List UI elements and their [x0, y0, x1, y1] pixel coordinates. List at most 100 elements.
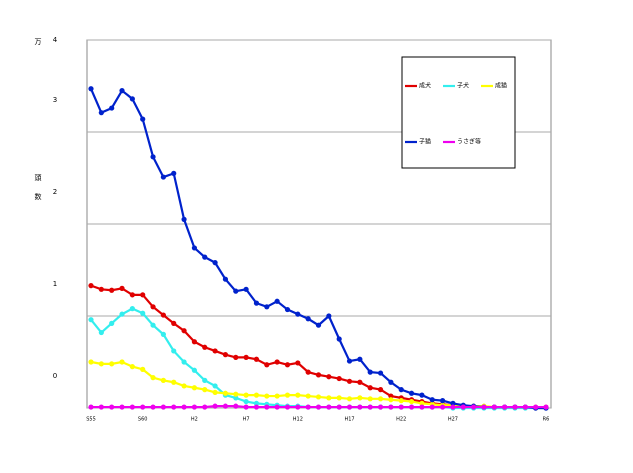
- data-point: [274, 393, 280, 399]
- data-point: [129, 404, 135, 410]
- data-point: [212, 383, 218, 389]
- data-point: [388, 397, 394, 403]
- data-point: [305, 393, 311, 399]
- data-point: [336, 404, 342, 410]
- data-point: [419, 400, 425, 406]
- data-point: [88, 404, 94, 410]
- data-point: [171, 170, 177, 176]
- data-point: [398, 398, 404, 404]
- data-point: [140, 310, 146, 316]
- data-point: [119, 88, 125, 94]
- series-line: [90, 360, 546, 409]
- data-point: [150, 375, 156, 381]
- data-point: [512, 404, 518, 410]
- x-tick-label: H2: [191, 417, 198, 423]
- data-point: [336, 336, 342, 342]
- data-point: [88, 317, 94, 323]
- data-point: [150, 404, 156, 410]
- data-point: [98, 404, 104, 410]
- data-point: [336, 375, 342, 382]
- data-point: [191, 339, 198, 345]
- data-point: [191, 367, 198, 373]
- data-point: [377, 387, 384, 393]
- x-tick-label: H7: [243, 417, 250, 423]
- data-point: [119, 359, 125, 365]
- legend-label: 成犬: [419, 82, 431, 90]
- data-point: [191, 385, 198, 391]
- data-point: [129, 292, 135, 298]
- data-point: [129, 364, 135, 370]
- data-point: [326, 313, 332, 319]
- data-point: [109, 320, 115, 326]
- data-point: [377, 396, 384, 402]
- y-tick-label: 2: [53, 188, 57, 196]
- x-tick-label: S55: [86, 417, 96, 423]
- data-point: [140, 116, 146, 122]
- data-point: [191, 245, 198, 251]
- data-point: [119, 404, 125, 410]
- data-point: [274, 404, 280, 410]
- data-point: [119, 285, 125, 291]
- data-point: [284, 404, 291, 410]
- series-line: [90, 284, 546, 410]
- data-point: [357, 356, 363, 362]
- data-point: [419, 404, 425, 410]
- data-point: [191, 404, 198, 410]
- data-point: [160, 404, 166, 410]
- data-point: [243, 392, 249, 398]
- data-point: [367, 385, 373, 391]
- data-point: [98, 329, 104, 336]
- data-point: [98, 286, 104, 292]
- data-point: [336, 395, 342, 401]
- data-point: [264, 304, 270, 310]
- data-point: [181, 359, 187, 365]
- data-point: [160, 174, 166, 180]
- y-tick-label: 3: [53, 96, 57, 104]
- data-point: [88, 86, 94, 92]
- data-point: [295, 360, 301, 366]
- data-point: [88, 359, 94, 365]
- y-axis-label: 頭数: [34, 174, 42, 212]
- data-point: [346, 378, 353, 384]
- data-point: [284, 392, 291, 398]
- data-point: [377, 370, 384, 376]
- legend-box: [401, 56, 516, 169]
- data-point: [243, 398, 249, 405]
- data-point: [202, 254, 208, 260]
- data-point: [109, 361, 115, 367]
- data-point: [140, 292, 146, 298]
- data-point: [233, 288, 239, 294]
- data-point: [222, 352, 229, 358]
- data-point: [109, 287, 115, 293]
- data-point: [326, 374, 332, 380]
- data-point: [295, 392, 301, 398]
- data-point: [233, 354, 239, 360]
- data-point: [264, 404, 270, 410]
- data-point: [388, 379, 394, 385]
- data-point: [305, 369, 311, 375]
- data-point: [243, 286, 249, 292]
- data-point: [98, 361, 104, 367]
- data-point: [171, 320, 177, 326]
- data-point: [222, 276, 229, 282]
- data-point: [253, 392, 260, 398]
- data-point: [357, 395, 363, 401]
- data-point: [326, 395, 332, 401]
- data-point: [398, 387, 404, 393]
- data-point: [202, 404, 208, 410]
- data-point: [160, 331, 166, 337]
- data-point: [429, 397, 435, 403]
- data-point: [408, 398, 415, 405]
- y-tick-label: 1: [53, 280, 57, 288]
- data-point: [346, 404, 353, 410]
- data-point: [88, 283, 94, 289]
- x-tick-label: H22: [396, 417, 406, 423]
- data-point: [398, 404, 404, 410]
- y-tick-label: 0: [53, 372, 57, 380]
- data-point: [295, 404, 301, 410]
- data-point: [181, 404, 187, 410]
- data-point: [233, 395, 239, 401]
- data-point: [284, 362, 291, 368]
- data-point: [502, 404, 508, 410]
- data-point: [171, 379, 177, 385]
